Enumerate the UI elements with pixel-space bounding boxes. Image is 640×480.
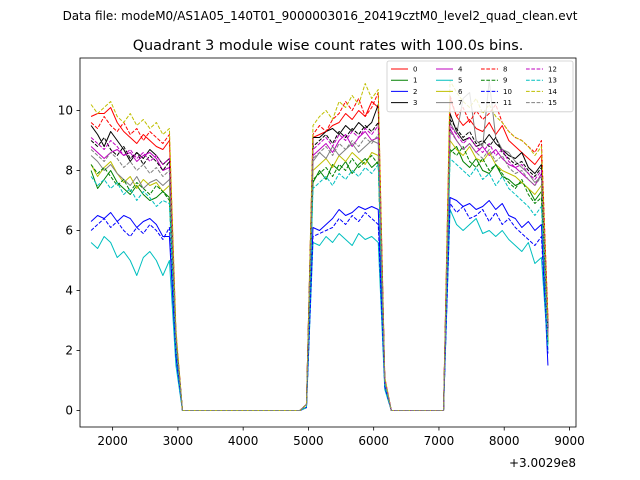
chart-title: Quadrant 3 module wise count rates with … — [133, 38, 524, 54]
legend-label-5: 5 — [458, 77, 462, 85]
legend-label-9: 9 — [503, 77, 507, 85]
x-tick-label: 8000 — [489, 434, 520, 448]
legend-frame — [386, 60, 574, 113]
y-tick-label: 0 — [65, 404, 73, 418]
legend-label-15: 15 — [548, 99, 557, 107]
series-line-13 — [90, 158, 549, 411]
legend-label-11: 11 — [503, 99, 512, 107]
y-tick-label: 6 — [65, 224, 73, 238]
series-line-0 — [90, 98, 549, 411]
x-tick-label: 9000 — [554, 434, 585, 448]
y-axis: 0 2 4 6 8 10 — [58, 104, 80, 418]
series-line-15 — [90, 131, 549, 411]
x-tick-label: 3000 — [163, 434, 194, 448]
legend-label-0: 0 — [413, 66, 417, 74]
x-tick-label: 5000 — [293, 434, 324, 448]
series-line-8 — [90, 92, 549, 411]
y-tick-label: 4 — [65, 284, 73, 298]
x-tick-label: 6000 — [358, 434, 389, 448]
plot-area — [79, 57, 577, 428]
legend-label-3: 3 — [413, 99, 417, 107]
y-tick-label: 2 — [65, 344, 73, 358]
x-tick-label: 2000 — [97, 434, 128, 448]
y-tick-label: 8 — [65, 164, 73, 178]
legend-label-12: 12 — [548, 66, 557, 74]
legend-label-10: 10 — [503, 88, 512, 96]
series-line-10 — [90, 203, 549, 411]
x-tick-label: 7000 — [424, 434, 455, 448]
series-line-1 — [90, 146, 549, 411]
series-layer — [90, 80, 549, 411]
x-tick-label: 4000 — [228, 434, 259, 448]
legend-label-2: 2 — [413, 88, 417, 96]
x-axis: 2000 3000 4000 5000 6000 7000 8000 9000 — [97, 427, 585, 448]
series-line-2 — [90, 197, 549, 411]
legend-label-13: 13 — [548, 77, 557, 85]
legend-label-14: 14 — [548, 88, 557, 96]
series-line-9 — [90, 146, 549, 411]
y-tick-label: 10 — [58, 104, 73, 118]
legend-label-6: 6 — [458, 88, 463, 96]
legend-label-4: 4 — [458, 66, 463, 74]
series-line-11 — [90, 119, 549, 411]
series-line-12 — [90, 125, 549, 411]
legend-label-7: 7 — [458, 99, 462, 107]
legend-label-8: 8 — [503, 66, 507, 74]
axes-frame — [79, 57, 577, 428]
legend-label-1: 1 — [413, 77, 417, 85]
figure-suptitle: Data file: modeM0/AS1A05_140T01_90000030… — [63, 9, 578, 23]
x-offset-label: +3.0029e8 — [509, 456, 576, 470]
series-line-5 — [90, 209, 549, 411]
axes-background — [80, 58, 576, 427]
series-line-6 — [90, 140, 549, 411]
